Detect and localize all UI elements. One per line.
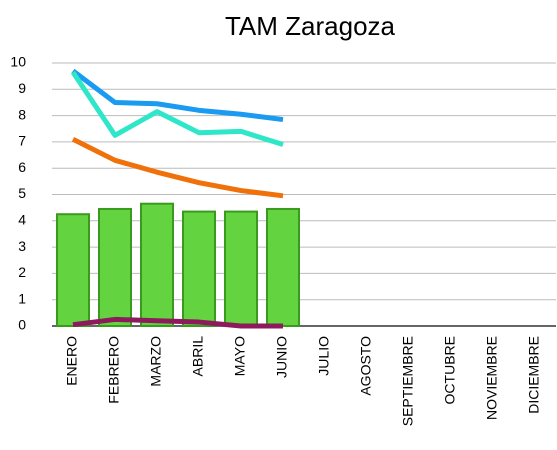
y-tick-label: 6 bbox=[18, 159, 26, 175]
y-tick-label: 10 bbox=[10, 54, 26, 70]
x-tick-label: MARZO bbox=[148, 336, 164, 387]
bar bbox=[140, 202, 174, 327]
y-tick-label: 5 bbox=[18, 185, 26, 201]
y-tick-label: 4 bbox=[18, 212, 26, 228]
x-tick-label: MAYO bbox=[232, 336, 248, 376]
x-tick-label: DICIEMBRE bbox=[526, 336, 542, 414]
x-tick-label: SEPTIEMBRE bbox=[400, 336, 416, 426]
line bbox=[72, 316, 283, 329]
line bbox=[71, 137, 284, 199]
x-tick-label: JULIO bbox=[316, 336, 332, 376]
line bbox=[71, 68, 284, 123]
line bbox=[70, 70, 284, 147]
y-tick-label: 8 bbox=[18, 106, 26, 122]
x-tick-label: ENERO bbox=[64, 336, 80, 386]
y-tick-label: 2 bbox=[18, 264, 26, 280]
x-tick-label: AGOSTO bbox=[358, 336, 374, 396]
bar bbox=[224, 210, 258, 327]
x-tick-label: ABRIL bbox=[190, 336, 206, 377]
chart-title: TAM Zaragoza bbox=[225, 11, 396, 41]
y-tick-label: 3 bbox=[18, 238, 26, 254]
x-tick-label: OCTUBRE bbox=[442, 336, 458, 404]
bar bbox=[266, 207, 300, 327]
x-tick-label: FEBRERO bbox=[106, 336, 122, 404]
bar bbox=[182, 210, 216, 327]
x-tick-label: JUNIO bbox=[274, 336, 290, 378]
y-tick-label: 9 bbox=[18, 80, 26, 96]
y-tick-label: 0 bbox=[18, 317, 26, 333]
y-tick-label: 1 bbox=[18, 290, 26, 306]
x-tick-label: NOVIEMBRE bbox=[484, 336, 500, 420]
y-tick-label: 7 bbox=[18, 133, 26, 149]
bar bbox=[98, 207, 132, 327]
bar bbox=[56, 213, 90, 328]
